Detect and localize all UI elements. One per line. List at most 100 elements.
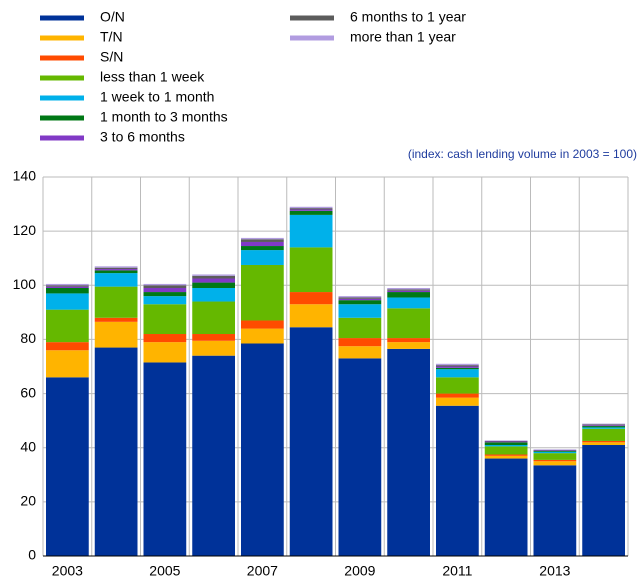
bar-segment xyxy=(582,428,625,441)
legend-label: S/N xyxy=(100,49,123,65)
x-tick-label: 2009 xyxy=(344,563,375,579)
bar-segment xyxy=(436,393,479,398)
bar-segment xyxy=(46,309,89,343)
legend-label: T/N xyxy=(100,29,123,45)
bar-segment xyxy=(289,327,333,556)
bar-segment xyxy=(241,241,284,247)
bar-segment xyxy=(46,342,89,351)
bar-segment xyxy=(387,348,430,556)
bar-segment xyxy=(387,292,430,298)
bar-segment xyxy=(94,269,138,271)
bar-segment xyxy=(533,465,577,556)
x-tick-label: 2007 xyxy=(247,563,278,579)
bar-segment xyxy=(582,445,625,556)
legend-label: 1 week to 1 month xyxy=(100,89,214,105)
y-tick-label: 60 xyxy=(20,384,36,400)
x-tick-label: 2011 xyxy=(442,563,472,579)
bar-segment xyxy=(46,287,89,294)
bar-segment xyxy=(46,350,89,378)
legend-label: 3 to 6 months xyxy=(100,129,185,145)
bar-segment xyxy=(582,424,625,426)
bar-segment xyxy=(289,209,333,211)
bar-segment xyxy=(241,343,284,556)
bar-segment xyxy=(533,450,577,451)
x-tick-label: 2003 xyxy=(52,563,83,579)
bar-segment xyxy=(484,445,528,447)
bar-segment xyxy=(241,237,284,240)
bar-segment xyxy=(582,440,625,443)
x-tick-label: 2005 xyxy=(149,563,180,579)
bar-segment xyxy=(484,446,528,455)
bar-segment xyxy=(94,317,138,322)
bar-segment xyxy=(192,282,235,288)
bar-segment xyxy=(484,441,528,443)
legend-label: O/N xyxy=(100,9,125,25)
bar-segment xyxy=(192,275,235,279)
bar-segment xyxy=(192,301,235,335)
bar-segment xyxy=(338,346,382,359)
bar-segment xyxy=(387,338,430,343)
bar-segment xyxy=(289,247,333,293)
bar-segment xyxy=(582,423,625,425)
bar-segment xyxy=(289,208,333,210)
bar-segment xyxy=(387,297,430,309)
bar-segment xyxy=(46,285,89,287)
bar-segment xyxy=(338,297,382,299)
bar-segment xyxy=(192,274,235,276)
bar-segment xyxy=(143,362,187,556)
bar-segment xyxy=(143,334,187,343)
bar-segment xyxy=(533,449,577,450)
bar-segment xyxy=(143,287,187,293)
bar-segment xyxy=(46,286,89,288)
legend-label: more than 1 year xyxy=(350,29,456,45)
bar-segment xyxy=(46,377,89,556)
bar-segment xyxy=(94,347,138,556)
bar-segment xyxy=(289,292,333,305)
bar-segment xyxy=(436,369,479,378)
bar-segment xyxy=(436,366,479,368)
bar-segment xyxy=(192,355,235,556)
y-tick-label: 120 xyxy=(13,222,37,238)
bar-segment xyxy=(582,425,625,427)
bar-segment xyxy=(436,377,479,394)
bar-segment xyxy=(143,304,187,335)
bar-segment xyxy=(192,278,235,283)
legend-label: 1 month to 3 months xyxy=(100,109,228,125)
bar-segment xyxy=(338,338,382,347)
bar-segment xyxy=(289,304,333,328)
bar-segment xyxy=(484,455,528,459)
y-tick-label: 100 xyxy=(13,276,37,292)
legend-label: less than 1 week xyxy=(100,69,205,85)
bar-segment xyxy=(338,304,382,318)
bar-segment xyxy=(582,427,625,429)
bar-segment xyxy=(143,285,187,288)
y-tick-label: 40 xyxy=(20,438,36,454)
bar-segment xyxy=(94,286,138,318)
bar-segment xyxy=(94,266,138,268)
bar-segment xyxy=(241,246,284,251)
bar-segment xyxy=(192,334,235,341)
bar-segment xyxy=(484,454,528,456)
bar-segment xyxy=(484,458,528,556)
bar-segment xyxy=(94,270,138,274)
bar-segment xyxy=(436,397,479,406)
bar-segment xyxy=(94,267,138,270)
bar-segment xyxy=(46,293,89,310)
bar-segment xyxy=(387,342,430,349)
bar-segment xyxy=(582,442,625,446)
bar-segment xyxy=(533,461,577,466)
y-tick-label: 0 xyxy=(28,547,36,563)
bar-segment xyxy=(143,292,187,297)
bar-segment xyxy=(484,442,528,446)
bar-segment xyxy=(192,287,235,302)
bar-segment xyxy=(387,289,430,291)
bar-segment xyxy=(241,250,284,265)
bar-segment xyxy=(387,308,430,339)
bar-segment xyxy=(46,283,89,286)
bar-segment xyxy=(484,440,528,442)
bar-segment xyxy=(484,440,528,441)
bar-segment xyxy=(94,273,138,287)
bar-segment xyxy=(241,320,284,329)
bar-segment xyxy=(289,214,333,248)
